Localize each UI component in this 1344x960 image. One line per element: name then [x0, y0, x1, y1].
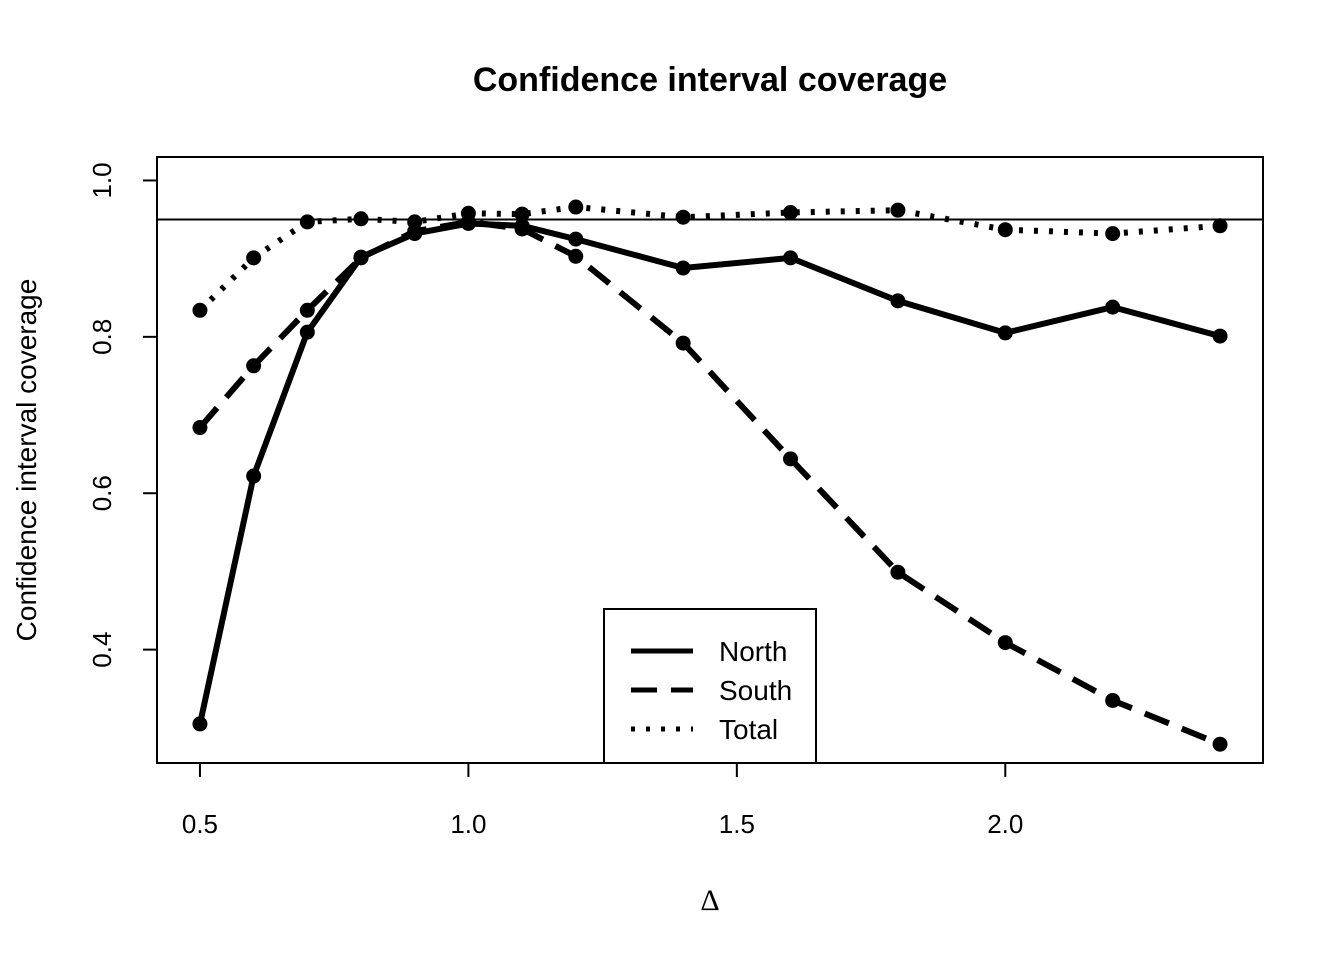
data-point-south [997, 635, 1013, 651]
legend-label-total: Total [719, 714, 778, 745]
data-point-south [246, 358, 262, 374]
data-point-total [675, 209, 691, 225]
x-axis: 0.5 1.0 1.5 2.0 [182, 763, 1023, 839]
legend: North South Total [603, 608, 817, 764]
data-point-north [783, 250, 799, 266]
data-point-south [675, 335, 691, 351]
data-point-total [353, 211, 369, 227]
y-axis-label: Confidence interval coverage [11, 279, 42, 642]
data-point-north [890, 293, 906, 309]
legend-label-north: North [719, 636, 787, 667]
series-line-total [197, 204, 1221, 313]
data-point-south [1212, 736, 1228, 752]
series-line-south [197, 218, 1222, 747]
data-point-south [783, 451, 799, 467]
data-point-total [997, 222, 1013, 238]
data-point-total [783, 205, 799, 221]
series-total [192, 199, 1228, 318]
series-south [192, 214, 1228, 752]
data-point-north [1105, 299, 1121, 315]
data-point-total [460, 205, 476, 221]
data-point-south [353, 250, 369, 266]
data-point-total [568, 199, 584, 215]
data-point-north [568, 231, 584, 247]
data-point-south [192, 420, 208, 436]
y-tick-label: 0.4 [87, 632, 117, 668]
data-point-south [514, 221, 530, 237]
y-tick-label: 0.8 [87, 319, 117, 355]
data-point-north [299, 324, 315, 340]
x-tick-label: 1.5 [719, 809, 755, 839]
x-axis-label: Δ [700, 884, 719, 917]
x-tick-label: 0.5 [182, 809, 218, 839]
legend-label-south: South [719, 675, 792, 706]
x-tick-label: 1.0 [450, 809, 486, 839]
data-point-total [514, 206, 530, 222]
data-point-north [675, 260, 691, 276]
y-axis: 0.4 0.6 0.8 1.0 [87, 162, 157, 668]
data-point-north [192, 716, 208, 732]
data-point-total [246, 250, 262, 266]
data-point-north [997, 325, 1013, 341]
data-point-total [299, 214, 315, 230]
data-point-total [890, 202, 906, 218]
data-point-total [1212, 218, 1228, 234]
data-point-north [1212, 328, 1228, 344]
chart-title: Confidence interval coverage [473, 61, 947, 99]
data-point-north [246, 468, 262, 484]
y-tick-label: 1.0 [87, 162, 117, 198]
y-tick-label: 0.6 [87, 475, 117, 511]
series-layer [192, 199, 1228, 752]
legend-box [603, 608, 817, 764]
data-point-total [1105, 226, 1121, 242]
data-point-south [568, 248, 584, 264]
series-line-north [197, 220, 1221, 725]
data-point-south [1105, 692, 1121, 708]
x-tick-label: 2.0 [987, 809, 1023, 839]
data-point-south [299, 302, 315, 318]
data-point-total [407, 214, 423, 230]
data-point-total [192, 302, 208, 318]
data-point-south [890, 564, 906, 580]
